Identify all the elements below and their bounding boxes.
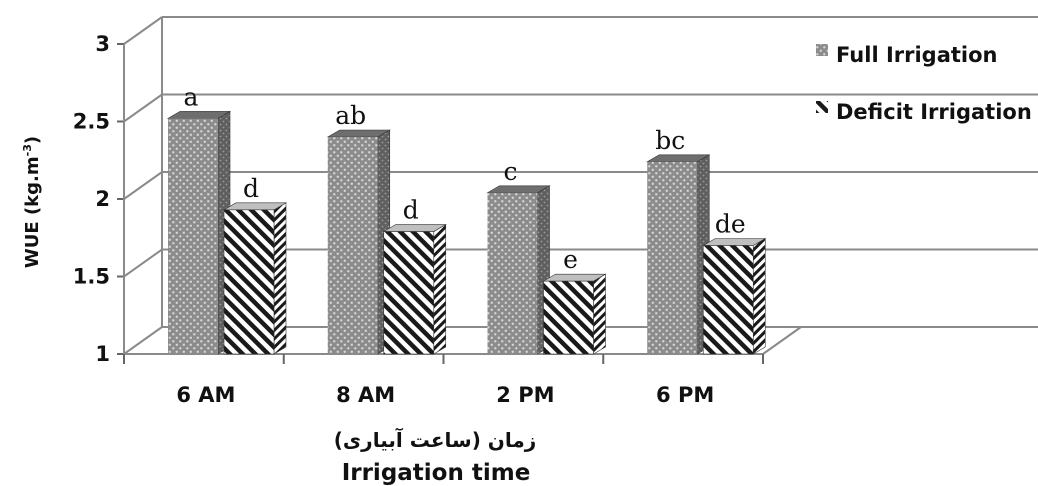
legend-item-deficit-irrigation: Deficit Irrigation [816,100,1032,124]
x-tick-label: 6 PM [656,383,714,407]
x-tick-label: 8 AM [336,383,395,407]
x-axis-title-persian: زمان (ساعت آبیاری) [334,427,537,452]
gridline-side [123,326,163,355]
bar-full [646,154,711,355]
y-tick-label: 1 [95,342,110,366]
bar-significance-label: de [715,210,746,239]
bar-significance-label: d [243,174,259,203]
legend-swatch-full [816,44,828,56]
bar-front-face [168,118,218,355]
axes: 1 1.5 2 2.5 3 6 AM 8 AM 2 PM 6 PM [73,32,764,407]
bar-side-face [273,202,287,355]
bar-front-face [223,209,275,355]
bar-front-face [327,137,378,354]
floor-right-edge [762,326,802,355]
bar-significance-label: c [503,157,517,186]
x-tick-label: 6 AM [176,383,235,407]
y-tick-label: 2 [95,187,110,211]
bar-front-face [647,161,698,354]
x-tick-label: 2 PM [496,383,554,407]
bar-side-face [593,273,606,355]
y-axis-title: WUE (kg.m-3) [21,136,43,268]
bar-deficit [222,202,288,355]
bar-full [486,185,551,355]
bar-significance-label: a [184,82,199,111]
legend-swatch-deficit [816,101,828,113]
gridline-side [123,93,163,123]
bar-labels: a d ab d c e bc de [184,82,746,274]
gridline-side [123,16,163,45]
bar-significance-label: e [563,245,578,274]
bar-front-face [487,192,538,354]
bar-significance-label: bc [655,126,685,155]
x-axis-title: Irrigation time [342,460,531,486]
legend: Full Irrigation Deficit Irrigation [816,43,1032,124]
bar-side-face [752,237,766,355]
bar-deficit [382,224,447,355]
bars [166,110,767,355]
y-tick-label: 3 [95,32,110,56]
bar-deficit [542,273,607,355]
bar-significance-label: ab [335,101,366,130]
y-tick-label: 2.5 [73,110,110,134]
bar-side-face [433,224,447,355]
y-tick-label: 1.5 [73,265,110,289]
bar-front-face [702,245,754,355]
bar-full [326,129,391,355]
bar-front-face [383,231,435,355]
gridline-side [123,171,163,200]
bar-front-face [543,280,594,355]
legend-label-full: Full Irrigation [836,43,998,67]
bar-full [166,110,232,355]
legend-item-full-irrigation: Full Irrigation [816,43,998,67]
gridline-side [123,248,163,278]
bar-deficit [702,237,767,355]
legend-label-deficit: Deficit Irrigation [836,100,1032,124]
bar-significance-label: d [403,196,419,225]
